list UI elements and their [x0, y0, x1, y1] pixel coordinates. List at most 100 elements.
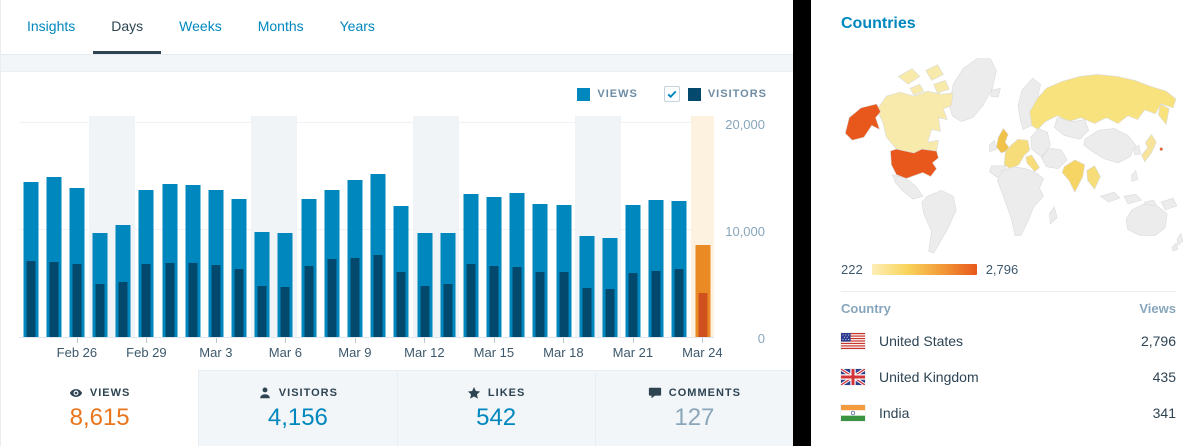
- visitors-bar: [141, 264, 151, 337]
- visitors-bar: [118, 281, 128, 337]
- chart-bar-feb-24[interactable]: [19, 116, 42, 337]
- chart-bar-mar-4[interactable]: [228, 116, 251, 337]
- chart-bar-mar-1[interactable]: [158, 116, 181, 337]
- visitors-bar: [674, 268, 684, 337]
- visitors-bar: [489, 265, 499, 337]
- summary-row: VIEWS 8,615 VISITORS 4,156 LIKES 542 COMMENTS 1…: [1, 370, 793, 446]
- map-region-china: [1083, 128, 1137, 164]
- chart-bar-mar-9[interactable]: [343, 116, 366, 337]
- x-axis-label: Mar 21: [612, 345, 654, 360]
- map-region-middle-east: [1041, 147, 1068, 170]
- visitors-bar: [304, 266, 314, 337]
- chart-bar-mar-16[interactable]: [506, 116, 529, 337]
- summary-visitors[interactable]: VISITORS 4,156: [198, 370, 397, 446]
- chart-bar-mar-23[interactable]: [668, 116, 691, 337]
- visitors-bar: [95, 283, 105, 337]
- chart-bar-mar-17[interactable]: [529, 116, 552, 337]
- visitors-bar: [373, 255, 383, 337]
- visitors-checkbox[interactable]: [663, 86, 680, 102]
- chart-bar-feb-25[interactable]: [42, 116, 65, 337]
- chart-bar-mar-22[interactable]: [645, 116, 668, 337]
- visitors-bar: [420, 285, 429, 337]
- countries-table-body: United States 2,796 United Kingdom 435 India…: [841, 323, 1176, 431]
- x-axis-label: Mar 12: [404, 345, 445, 360]
- visitors-bar: [443, 284, 453, 337]
- summary-likes[interactable]: LIKES 542: [396, 370, 595, 446]
- visitors-bar: [512, 266, 522, 337]
- summary-comments[interactable]: COMMENTS 127: [594, 370, 793, 446]
- map-scale-gradient: [871, 264, 977, 275]
- visitors-bar: [698, 292, 708, 337]
- map-region-south-america: [921, 189, 957, 254]
- chart-bar-mar-24[interactable]: [690, 116, 715, 337]
- x-axis-label: Feb 26: [56, 345, 98, 360]
- chart-bar-mar-10[interactable]: [367, 116, 390, 337]
- gridline: [19, 122, 714, 123]
- country-views: 435: [1152, 369, 1176, 385]
- summary-label: VISITORS: [278, 386, 338, 399]
- tab-weeks[interactable]: Weeks: [179, 17, 222, 34]
- chart-bar-mar-5[interactable]: [250, 116, 274, 337]
- legend-views: VIEWS: [577, 87, 638, 101]
- chart-bar-mar-18[interactable]: [552, 116, 575, 337]
- chart-bar-mar-20[interactable]: [598, 116, 622, 337]
- chart-bar-mar-2[interactable]: [181, 116, 204, 337]
- visitors-bar: [559, 272, 569, 337]
- map-region-philippines: [1131, 170, 1139, 182]
- chart-bar-mar-15[interactable]: [482, 116, 505, 337]
- visitors-bar: [234, 268, 244, 337]
- chart-bar-feb-29[interactable]: [135, 116, 158, 337]
- chart-bar-mar-19[interactable]: [575, 116, 599, 337]
- visitors-bar: [211, 264, 221, 337]
- views-swatch-icon: [577, 87, 591, 101]
- legend-views-label: VIEWS: [597, 88, 638, 100]
- visitors-bar: [188, 263, 198, 337]
- chart-bar-feb-28[interactable]: [111, 116, 135, 337]
- x-axis-label: Mar 3: [199, 345, 233, 360]
- summary-label: COMMENTS: [668, 386, 741, 399]
- x-axis-tick: [493, 338, 495, 343]
- map-region-india: [1061, 159, 1086, 193]
- legend-visitors: VISITORS: [663, 86, 767, 102]
- x-axis-label: Feb 29: [126, 345, 167, 360]
- tab-insights[interactable]: Insights: [27, 17, 76, 34]
- visitors-bar: [49, 262, 59, 337]
- country-name: United States: [879, 333, 964, 349]
- x-axis-tick: [354, 338, 356, 343]
- map-scale: 222 2,796: [841, 262, 1176, 277]
- scale-min-label: 222: [841, 262, 863, 277]
- map-region-united-kingdom: [996, 127, 1011, 154]
- chart-bar-mar-12[interactable]: [412, 116, 437, 337]
- chart-bar-mar-8[interactable]: [320, 116, 343, 337]
- summary-views[interactable]: VIEWS 8,615: [1, 370, 199, 446]
- x-axis-label: Mar 15: [473, 345, 515, 360]
- tab-years[interactable]: Years: [339, 17, 375, 34]
- chart-bar-mar-11[interactable]: [390, 116, 413, 337]
- x-axis-tick: [424, 338, 426, 343]
- country-row: India 341: [841, 395, 1176, 431]
- visitors-bar: [350, 258, 360, 337]
- tab-days[interactable]: Days: [93, 0, 162, 54]
- spacer: [1, 55, 793, 72]
- stats-panel: Insights Days Weeks Months Years VIEWS VISIT…: [0, 0, 793, 446]
- map-region-ireland: [989, 139, 997, 153]
- chart-bar-feb-26[interactable]: [65, 116, 88, 337]
- tab-months[interactable]: Months: [257, 17, 304, 34]
- chart-bar-mar-13[interactable]: [436, 116, 460, 337]
- x-axis-label: Mar 9: [338, 345, 372, 360]
- chart-bar-mar-14[interactable]: [459, 116, 482, 337]
- chart-bar-mar-7[interactable]: [297, 116, 320, 337]
- chart-bar-mar-6[interactable]: [273, 116, 298, 337]
- world-map[interactable]: [837, 47, 1197, 258]
- flag-us-icon: [841, 333, 865, 349]
- chart-bar-mar-21[interactable]: [621, 116, 644, 337]
- x-axis-tick: [76, 338, 78, 343]
- visitors-bar: [257, 286, 267, 337]
- visitors-bar: [466, 263, 476, 337]
- chart-bar-feb-27[interactable]: [88, 116, 112, 337]
- map-region-russia: [1029, 74, 1177, 130]
- country-name: India: [879, 405, 910, 421]
- chart-bar-mar-3[interactable]: [204, 116, 227, 337]
- visitors-bar: [651, 270, 661, 337]
